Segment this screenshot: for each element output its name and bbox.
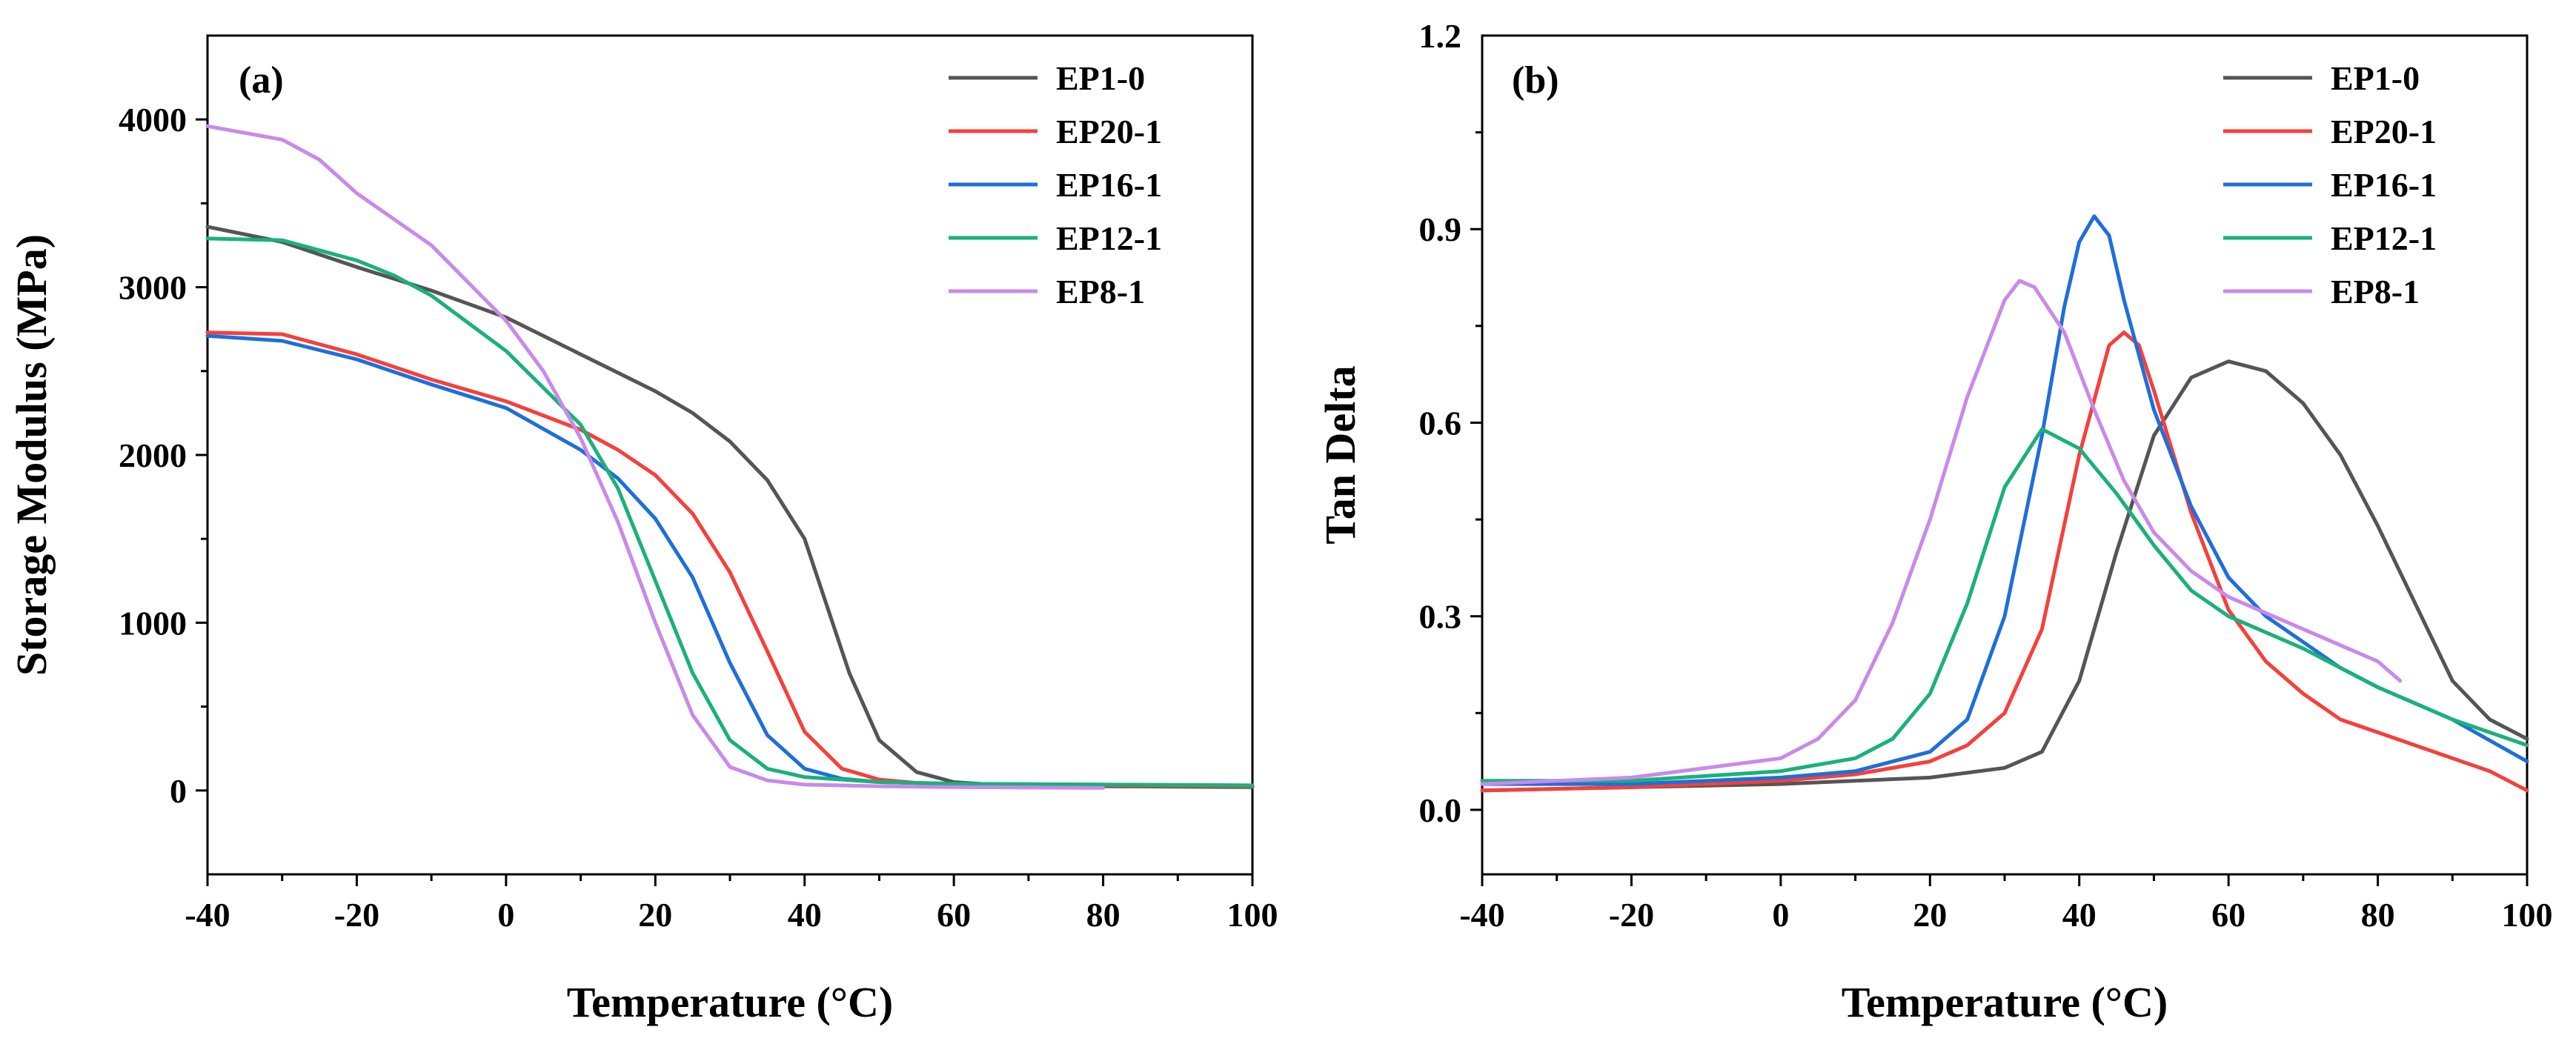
legend-label: EP16-1 (1056, 166, 1162, 204)
x-tick-label: 100 (2502, 896, 2553, 934)
x-tick-label: 80 (1086, 896, 1121, 934)
legend-label: EP12-1 (2331, 219, 2437, 257)
x-tick-label: 0 (497, 896, 514, 934)
plot-frame (206, 34, 1254, 876)
x-tick-label: 100 (1227, 896, 1278, 934)
legend-label: EP8-1 (2331, 273, 2420, 310)
legend-label: EP12-1 (1056, 219, 1162, 257)
plot-frame (1481, 34, 2529, 876)
legend-label: EP1-0 (2331, 59, 2420, 97)
y-tick-label: 2000 (119, 436, 187, 474)
legend: EP1-0 EP20-1 EP16-1 EP12-1 EP8-1 (2223, 59, 2437, 310)
y-tick-label: 4000 (119, 101, 187, 139)
x-tick-label: 20 (638, 896, 672, 934)
y-tick-label: 0.0 (1419, 791, 1462, 829)
x-axis-title: Temperature (°C) (1842, 978, 2168, 1026)
x-tick-label: 40 (788, 896, 822, 934)
legend-label: EP20-1 (1056, 113, 1162, 150)
legend-label: EP8-1 (1056, 273, 1145, 310)
legend-label: EP20-1 (2331, 113, 2437, 150)
chart-panel-a: -40 -20 0 20 40 60 80 10001000200030004000Tempe… (7, 34, 1278, 1026)
series-line-ep8-1 (1480, 279, 2403, 786)
y-tick-label: 0.9 (1419, 210, 1462, 248)
x-tick-label: 40 (2062, 896, 2097, 934)
x-tick-label: -40 (1459, 896, 1504, 934)
y-axis-title: Storage Modulus (MPa) (7, 234, 56, 676)
x-tick-label: 60 (2211, 896, 2245, 934)
legend: EP1-0 EP20-1 EP16-1 EP12-1 EP8-1 (949, 59, 1162, 310)
y-axis-title: Tan Delta (1316, 365, 1364, 544)
y-tick-label: 0 (170, 772, 187, 810)
x-axis-title: Temperature (°C) (567, 978, 893, 1026)
y-tick-label: 1.2 (1419, 17, 1462, 55)
x-tick-label: -40 (185, 896, 230, 934)
chart-panel-b: -40 -20 0 20 40 60 80 100 0.0 0.3 0.6 0.9 1.2 Tempera… (1316, 17, 2553, 1026)
y-tick-label: 3000 (119, 269, 187, 307)
legend-label: EP16-1 (2331, 166, 2437, 204)
series-line-ep16-1 (205, 333, 1255, 788)
series-line-ep1-0 (205, 225, 1255, 789)
x-tick-label: 0 (1772, 896, 1789, 934)
legend-label: EP1-0 (1056, 59, 1145, 97)
series-line-ep20-1 (1480, 330, 2529, 793)
x-tick-label: -20 (1609, 896, 1654, 934)
series-line-ep16-1 (1480, 214, 2529, 786)
series-line-ep12-1 (1480, 427, 2529, 783)
y-tick-label: 0.6 (1419, 404, 1462, 442)
x-tick-label: -20 (334, 896, 379, 934)
x-tick-label: 60 (937, 896, 971, 934)
y-tick-label: 0.3 (1419, 598, 1462, 636)
series-line-ep12-1 (205, 236, 1255, 788)
series-line-ep20-1 (205, 330, 1255, 788)
panel-label: (b) (1512, 59, 1559, 102)
x-tick-label: 80 (2361, 896, 2395, 934)
series-line-ep8-1 (205, 124, 1106, 790)
panel-label: (a) (239, 59, 284, 102)
series-line-ep1-0 (1480, 359, 2529, 793)
x-tick-label: 20 (1913, 896, 1947, 934)
y-tick-label: 1000 (119, 604, 187, 642)
